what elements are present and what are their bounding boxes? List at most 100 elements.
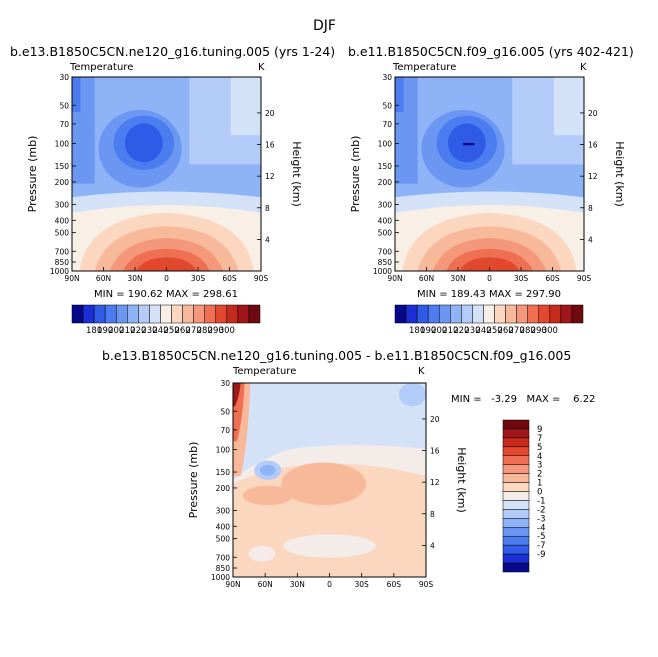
panel3-colorbar-swatch — [502, 419, 530, 430]
panel2-colorbar-label: 200 — [431, 326, 447, 336]
panel3-title: b.e13.B1850C5CN.ne120_g16.tuning.005 - b… — [102, 348, 572, 363]
panel3-y2tick-label: 12 — [430, 478, 440, 487]
panel2-colorbar-label: 190 — [420, 326, 436, 336]
panel2-ytick-label: 700 — [378, 247, 393, 256]
panel1-colorbar-swatch — [93, 304, 106, 324]
panel3-colorbar-swatch — [502, 562, 530, 573]
panel1-colorbar-label: 190 — [97, 326, 113, 336]
panel3-colorbar-swatch — [502, 518, 530, 528]
panel3-colorbar-label: -9 — [537, 550, 545, 560]
panel3-colorbar-swatch — [502, 482, 530, 492]
panel3-xtick-label: 60N — [258, 580, 273, 589]
panel3-ytick-label: 100 — [216, 446, 231, 455]
panel2-colorbar-swatch — [538, 304, 551, 324]
panel1-colorbar-swatch — [226, 304, 239, 324]
panel3-colorbar-swatch — [502, 544, 530, 555]
panel3-colorbar-label: 7 — [537, 434, 542, 444]
panel1-colorbar-label: 230 — [141, 326, 157, 336]
panel3-colorbar-label: -1 — [537, 496, 545, 506]
panel3-colorbar-swatch — [502, 527, 530, 537]
panel2-colorbar-swatch — [394, 304, 407, 324]
panel1-colorbar-label: 250 — [163, 326, 179, 336]
panel2-colorbar-label: 300 — [542, 326, 558, 336]
panel3-cool-corner — [398, 383, 426, 407]
panel3-upper-cool — [233, 383, 426, 480]
panel3-colorbar-swatch — [502, 437, 530, 448]
panel2-xtick-label: 60S — [545, 274, 560, 283]
panel1-region-corner — [230, 77, 261, 136]
panel3-colorbar-label: -2 — [537, 505, 545, 515]
panel1-colorbar-swatch — [160, 304, 172, 324]
panel2-colorbar-swatch — [571, 304, 584, 324]
panel2-ytick-label: 400 — [378, 216, 393, 225]
panel2-colorbar-swatch — [527, 304, 540, 324]
panel3-colorbar-swatch — [502, 509, 530, 519]
panel3-colorbar-swatch — [502, 473, 530, 483]
panel3-ytick-label: 150 — [216, 468, 231, 477]
panel1-colorbar-swatch — [193, 304, 205, 324]
panel1-colorbar-swatch — [149, 304, 161, 324]
panel1-ytick-label: 70 — [59, 120, 69, 129]
panel2-colorbar-swatch — [472, 304, 484, 324]
panel3-ytick-label: 1000 — [211, 573, 230, 582]
panel2-y2tick-label: 8 — [588, 204, 593, 213]
panel3-y2tick-label: 8 — [430, 510, 435, 519]
panel3-colorbar-label: -7 — [537, 541, 545, 551]
panel2-colorbar-swatch — [427, 304, 440, 324]
panel1-colorbar-swatch — [171, 304, 183, 324]
panel2-colorbar-swatch — [494, 304, 506, 324]
panel2-colorbar-label: 250 — [486, 326, 502, 336]
panel1-title: b.e13.B1850C5CN.ne120_g16.tuning.005 (yr… — [10, 44, 336, 59]
panel3-xtick-label: 60S — [387, 580, 402, 589]
panel2-cold-core-min — [463, 142, 475, 146]
panel1-ytick-label: 400 — [55, 216, 70, 225]
panel2-colorbar-swatch — [461, 304, 473, 324]
panel3-ytick-label: 70 — [220, 426, 230, 435]
panel3-colorbar-label: 4 — [537, 452, 542, 462]
panel1-colorbar-label: 270 — [186, 326, 202, 336]
panel2-xtick-label: 60N — [419, 274, 434, 283]
panel2-colorbar-swatch — [438, 304, 451, 324]
panel1-subtitle-right: K — [258, 62, 265, 73]
panel2-colorbar-swatch — [549, 304, 562, 324]
panel3-warm-center — [281, 462, 367, 506]
panel3-neutral-low — [283, 534, 376, 558]
panel1-xtick-label: 0 — [164, 274, 169, 283]
panel2-ytick-label: 150 — [378, 162, 393, 171]
panel1-cold-core-inner — [124, 123, 163, 163]
panel1-xtick-label: 90S — [254, 274, 269, 283]
panel1-band-7 — [136, 257, 197, 271]
panel1-y2label: Height (km) — [290, 141, 303, 207]
panel1-colorbar-label: 290 — [208, 326, 224, 336]
panel1-colorbar-label: 240 — [152, 326, 168, 336]
panel2-y2tick-label: 16 — [588, 141, 598, 150]
panel3-colorbar-swatch — [502, 428, 530, 439]
panel1-subtitle-left: Temperature — [70, 62, 134, 73]
panel1-ytick-label: 300 — [55, 200, 70, 209]
panel2-ytick-label: 100 — [378, 140, 393, 149]
panel3-subtitle-right: K — [418, 366, 425, 377]
panel2-colorbar-swatch — [416, 304, 429, 324]
panel1-ytick-label: 50 — [59, 101, 69, 110]
panel1-ytick-label: 100 — [55, 140, 70, 149]
panel2-colorbar-label: 180 — [409, 326, 425, 336]
panel1-colorbar-label: 180 — [86, 326, 102, 336]
panel2-colorbar-label: 240 — [475, 326, 491, 336]
panel1-colorbar-swatch — [82, 304, 95, 324]
panel1-colorbar-label: 260 — [174, 326, 190, 336]
panel3-y2tick-label: 20 — [430, 415, 440, 424]
panel3-ytick-label: 200 — [216, 484, 231, 493]
panel2-xtick-label: 30S — [514, 274, 529, 283]
panel3-ytick-label: 850 — [216, 564, 231, 573]
panel3-colorbar-label: 0 — [537, 488, 542, 498]
panel1-ytick-label: 700 — [55, 247, 70, 256]
panel3-y2tick-label: 16 — [430, 447, 440, 456]
panel1-colorbar-label: 210 — [119, 326, 135, 336]
panel1-colorbar-swatch — [204, 304, 217, 324]
panel2-region-corner — [553, 77, 584, 136]
panel3-colorbar-swatch — [502, 446, 530, 457]
panel1-xtick-label: 60N — [96, 274, 111, 283]
panel1-colorbar-swatch — [104, 304, 117, 324]
panel3-field — [233, 383, 426, 577]
